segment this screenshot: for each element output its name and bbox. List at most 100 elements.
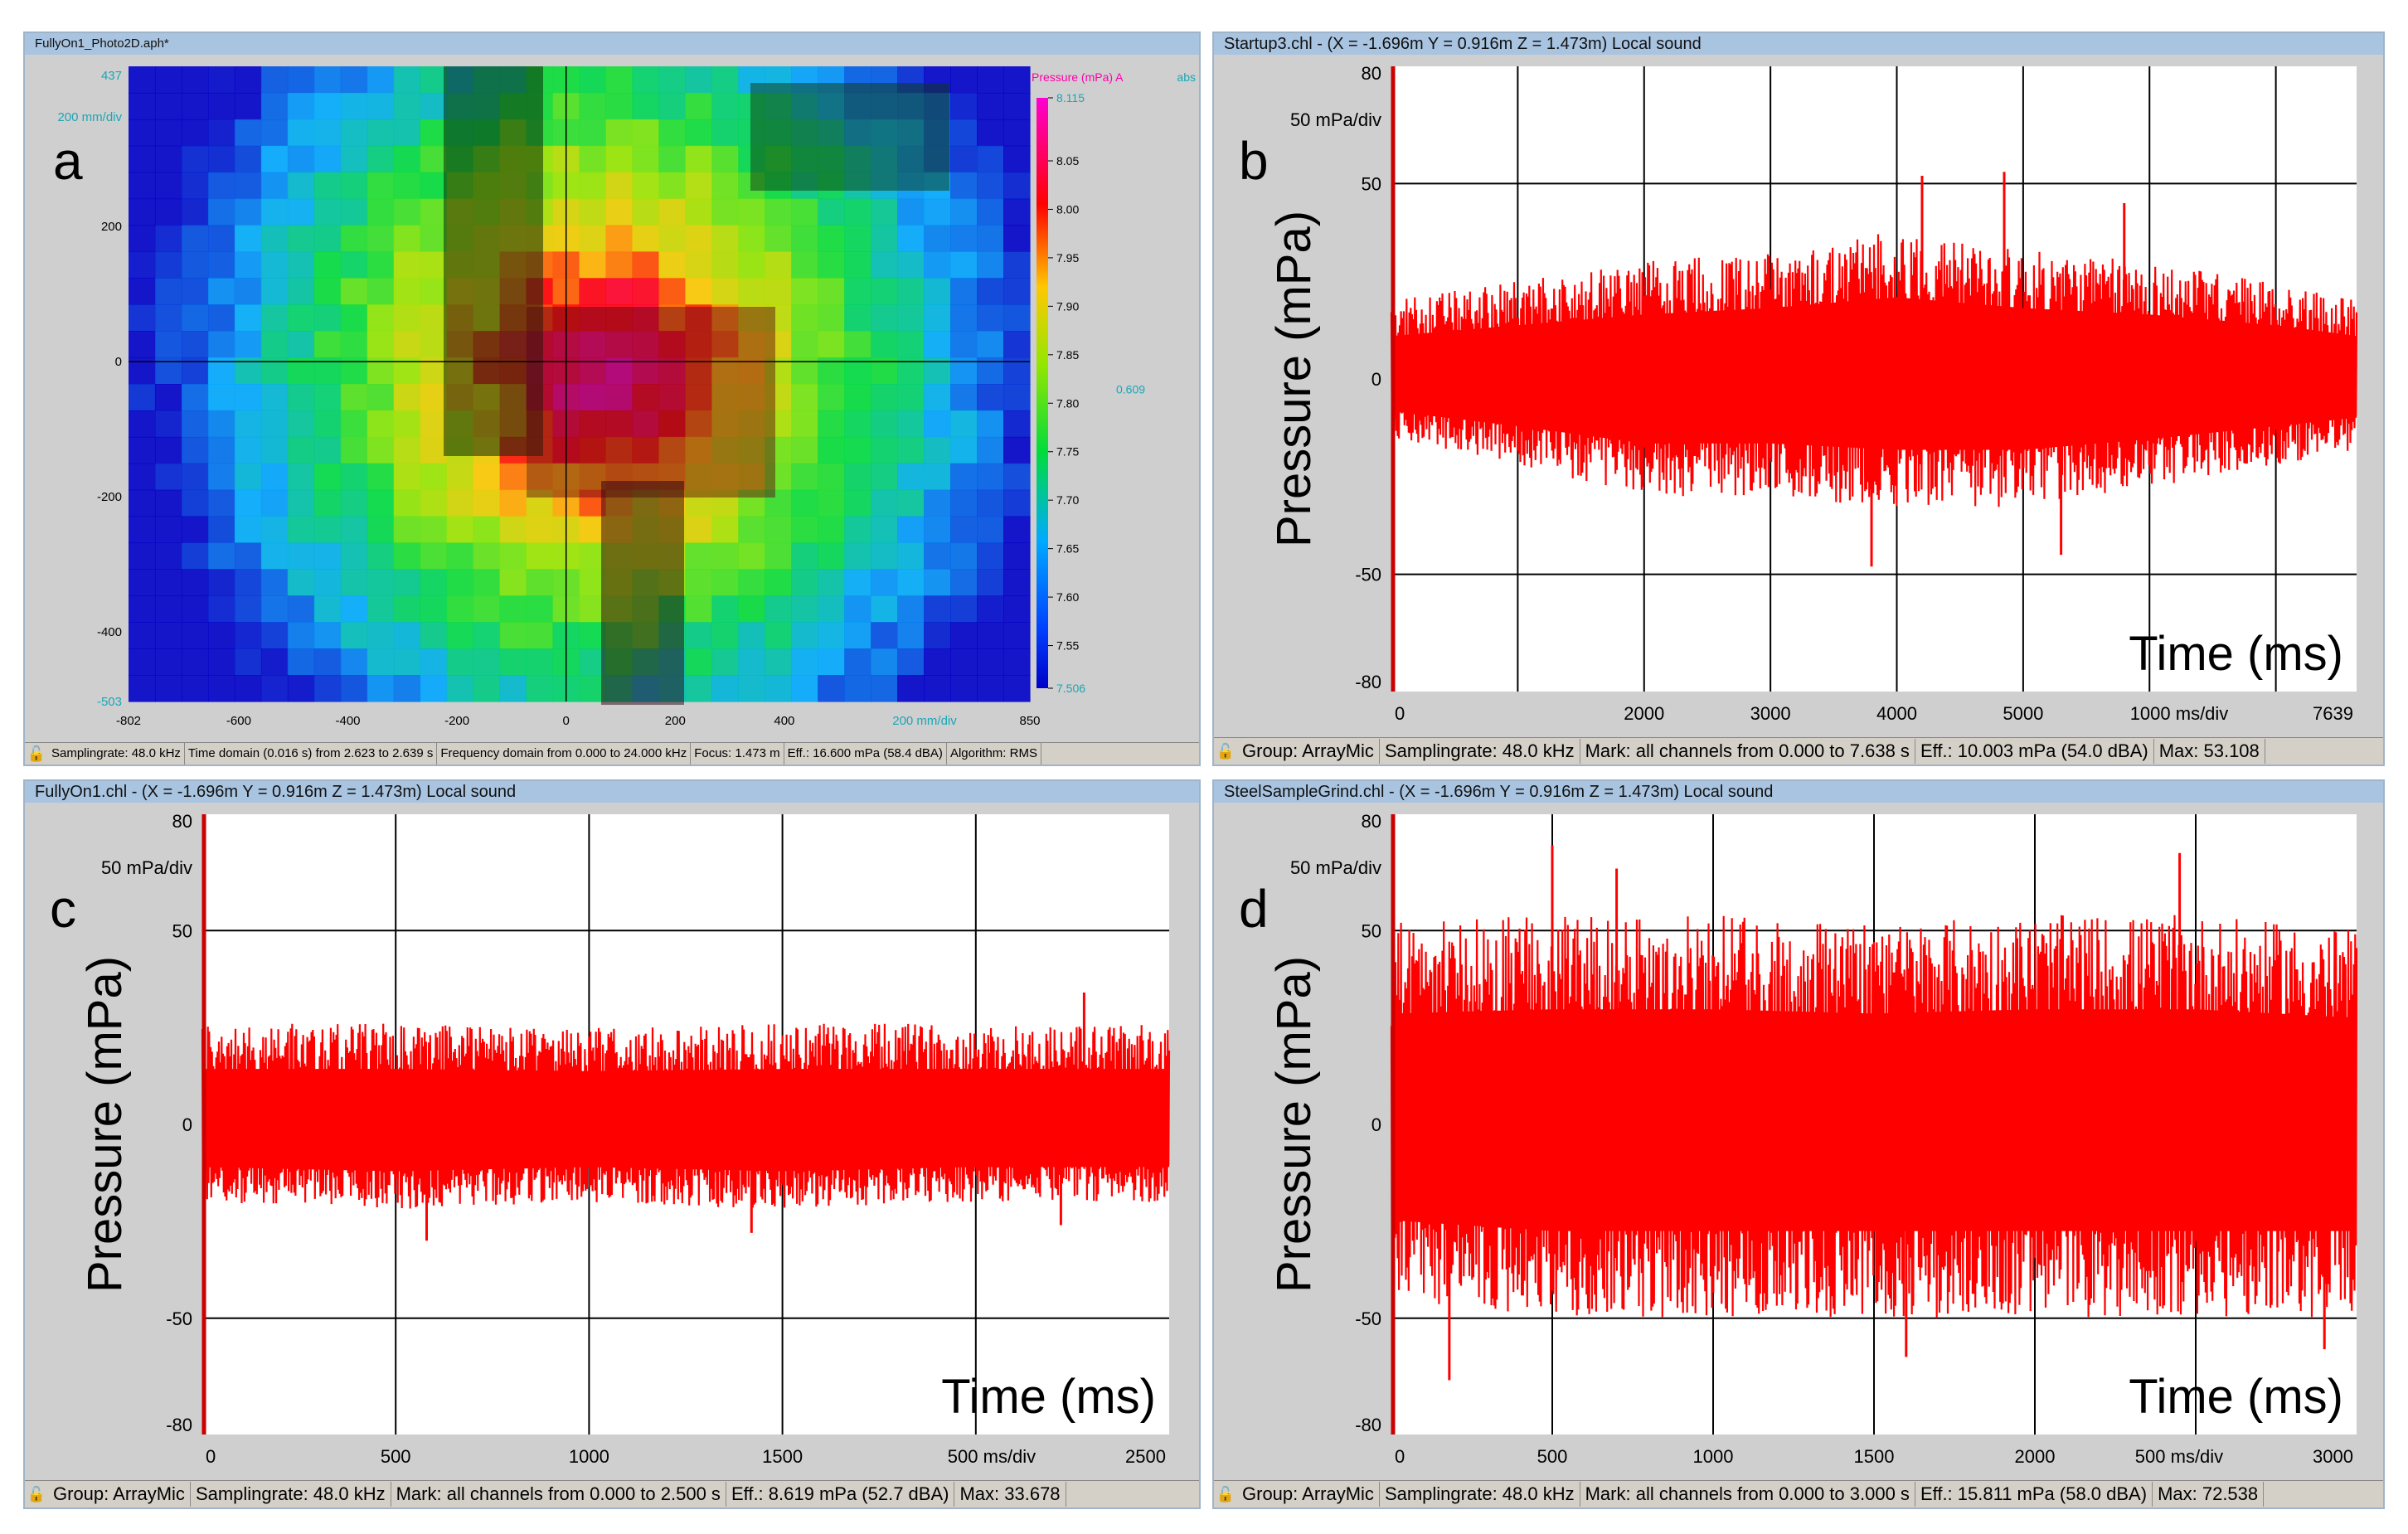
x-end-label: 2500: [1125, 1446, 1166, 1467]
lock-icon[interactable]: 🔓: [27, 745, 46, 762]
heatmap-cell: [924, 516, 951, 544]
heatmap-cell: [526, 595, 554, 623]
heatmap-cell: [446, 542, 474, 570]
heatmap-cell: [287, 66, 315, 94]
lock-icon[interactable]: 🔓: [1216, 742, 1236, 760]
heatmap-cell: [1003, 489, 1031, 517]
heatmap-cell: [287, 331, 315, 358]
heatmap-cell: [340, 675, 368, 702]
panel-b-plot[interactable]: 80 50 0 -50 -80 50 mPa/div 0 2000 3000 4000 5000 10…: [1214, 55, 2383, 738]
x-end-label: 7639: [2313, 703, 2353, 724]
panel-a-plot[interactable]: 437 200 mm/div 200 0 -200 -400 -503 -802 -600 -40…: [25, 55, 1199, 740]
panel-letter: d: [1239, 879, 1269, 939]
heatmap-cell: [234, 198, 262, 226]
heatmap-cell: [818, 489, 845, 517]
x-end-label: 3000: [2313, 1446, 2353, 1467]
heatmap-cell: [313, 622, 342, 649]
status-group: Group: ArrayMic: [48, 1482, 191, 1507]
x-tick-label: 1500: [1854, 1446, 1895, 1467]
heatmap-cell: [632, 436, 660, 464]
heatmap-cell: [313, 278, 342, 305]
heatmap-cell: [871, 198, 898, 226]
heatmap-cell: [605, 251, 634, 279]
heatmap-cell: [420, 595, 448, 623]
heatmap-cell: [765, 304, 792, 332]
heatmap-cell: [579, 278, 607, 305]
y-tick-label: -50: [166, 1308, 192, 1329]
y-tick-label: 50: [1362, 173, 1381, 194]
heatmap-cell: [154, 516, 182, 544]
heatmap-cell: [950, 489, 978, 517]
heatmap-cell: [871, 569, 898, 596]
heatmap-cell: [420, 622, 448, 649]
status-mark: Mark: all channels from 0.000 to 2.500 s: [391, 1482, 726, 1507]
heatmap-cell: [711, 675, 739, 702]
heatmap-cell: [977, 384, 1004, 411]
heatmap-cell: [260, 569, 289, 596]
lock-icon[interactable]: 🔓: [27, 1485, 46, 1502]
heatmap-cell: [420, 569, 448, 596]
heatmap-cell: [340, 463, 368, 491]
heatmap-cell: [207, 278, 235, 305]
heatmap-cell: [844, 198, 871, 226]
heatmap-cell: [234, 251, 262, 279]
colorbar-tick-label: 7.95: [1056, 251, 1079, 265]
heatmap-cell: [234, 595, 262, 623]
status-eff: Eff.: 10.003 mPa (54.0 dBA): [1915, 739, 2154, 764]
heatmap-cell: [791, 278, 818, 305]
photo-shape: [527, 307, 775, 498]
heatmap-cell: [287, 569, 315, 596]
heatmap-cell: [791, 595, 818, 623]
heatmap-cell: [234, 463, 262, 491]
heatmap-cell: [977, 251, 1004, 279]
heatmap-cell: [579, 410, 607, 438]
heatmap-cell: [420, 198, 448, 226]
heatmap-cell: [579, 436, 607, 464]
heatmap-cell: [260, 66, 289, 94]
heatmap-cell: [1003, 92, 1031, 120]
heatmap-cell: [818, 595, 845, 623]
panel-a-titlebar: FullyOn1_Photo2D.aph*: [25, 33, 1199, 55]
y-axis-label: Pressure (mPa): [78, 956, 132, 1293]
heatmap-cell: [181, 648, 209, 676]
heatmap-cell: [526, 622, 554, 649]
heatmap-cell: [658, 66, 686, 94]
colorbar-tick-label: 7.80: [1056, 396, 1079, 410]
heatmap-cell: [129, 648, 156, 676]
heatmap-cell: [871, 384, 898, 411]
colorbar-tick-label: 7.55: [1056, 639, 1079, 653]
heatmap-cell: [711, 489, 739, 517]
heatmap-cell: [340, 384, 368, 411]
lock-icon[interactable]: 🔓: [1216, 1485, 1236, 1502]
heatmap-cell: [181, 331, 209, 358]
heatmap-cell: [420, 119, 448, 147]
heatmap-cell: [791, 463, 818, 491]
heatmap-cell: [367, 648, 395, 676]
heatmap-cell: [632, 278, 660, 305]
x-tick-label: 2000: [1624, 703, 1664, 724]
x-axis-label: Time (ms): [941, 1370, 1156, 1424]
heatmap-cell: [260, 489, 289, 517]
heatmap-cell: [393, 489, 421, 517]
heatmap-cell: [711, 648, 739, 676]
heatmap-cell: [818, 251, 845, 279]
heatmap-cell: [340, 595, 368, 623]
heatmap-cell: [207, 384, 235, 411]
heatmap-cell: [234, 225, 262, 253]
heatmap-cell: [499, 675, 527, 702]
status-max: Max: 53.108: [2154, 739, 2265, 764]
panel-a: FullyOn1_Photo2D.aph* 437 200 mm/div 200 0 -…: [23, 32, 1201, 766]
heatmap-cell: [234, 489, 262, 517]
y-scale-label: 200 mm/div: [57, 110, 122, 124]
heatmap-cell: [420, 225, 448, 253]
heatmap-cell: [1003, 436, 1031, 464]
heatmap-cell: [738, 436, 765, 464]
heatmap-cell: [605, 410, 634, 438]
heatmap-cell: [897, 198, 925, 226]
heatmap-cell: [765, 542, 792, 570]
heatmap-cell: [129, 251, 156, 279]
x-scale-label: 500 ms/div: [2135, 1446, 2223, 1467]
heatmap-cell: [393, 92, 421, 120]
